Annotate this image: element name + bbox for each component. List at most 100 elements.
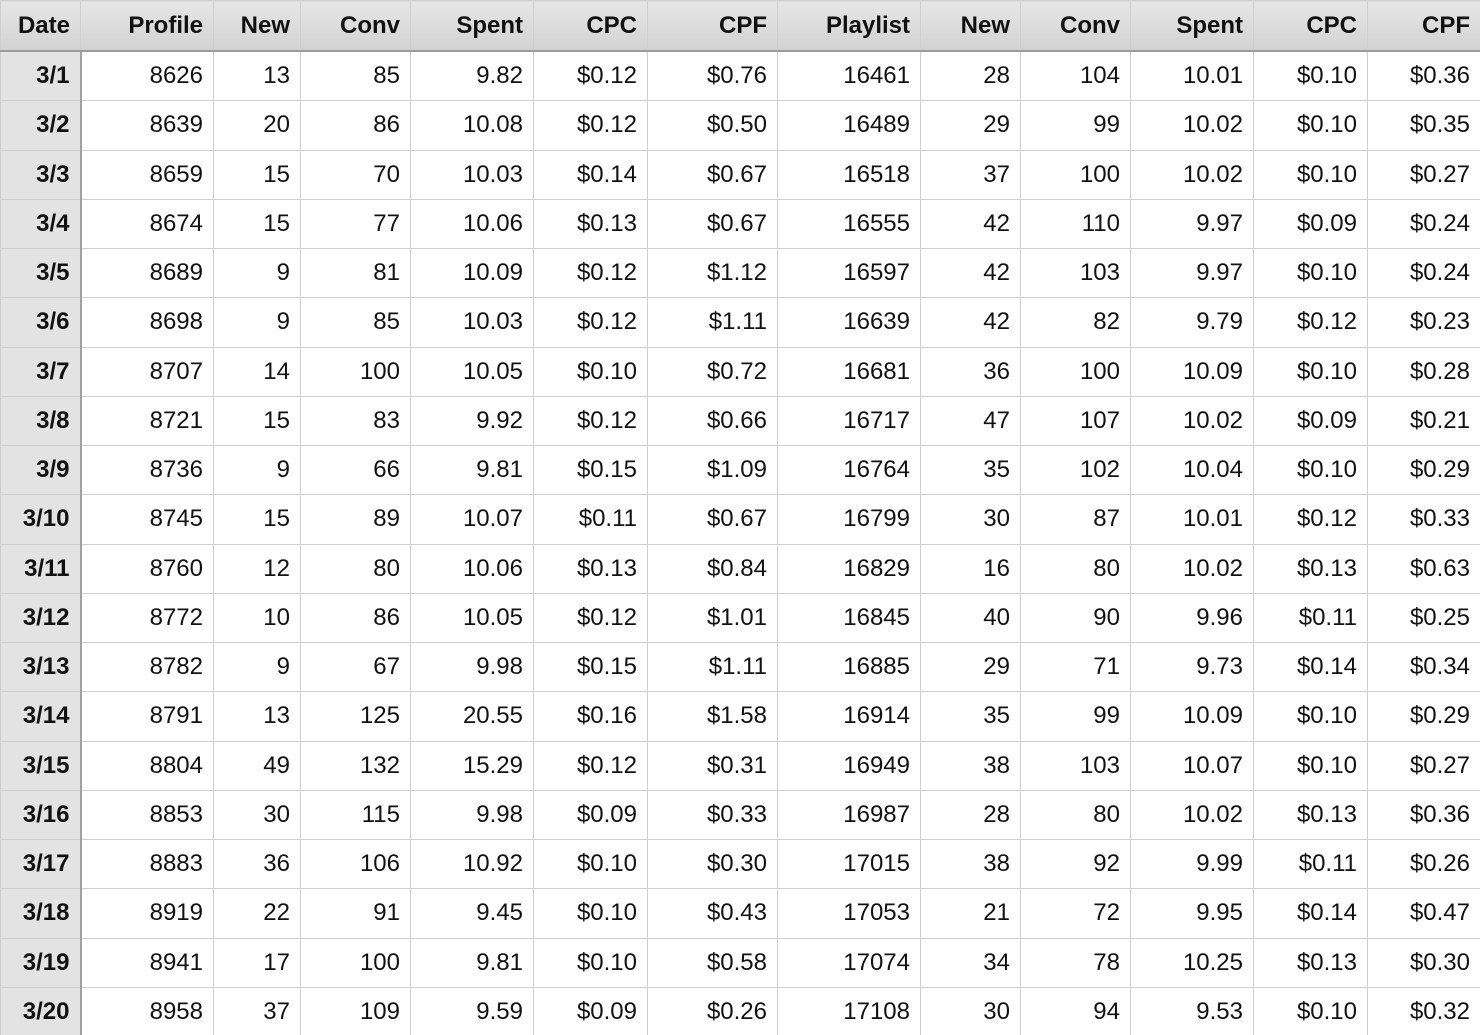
cell: 15: [213, 149, 301, 200]
cell: 28: [920, 789, 1021, 841]
cell: 8707: [80, 346, 214, 397]
date-cell: 3/10: [0, 494, 82, 545]
cell: 9.82: [410, 50, 534, 102]
cell: 16555: [777, 198, 921, 250]
cell: 71: [1020, 641, 1131, 693]
cell: $0.32: [1367, 986, 1480, 1035]
cell: 80: [1020, 789, 1131, 841]
cell: $1.09: [647, 444, 778, 496]
date-cell: 3/9: [0, 444, 82, 496]
cell: $0.66: [647, 395, 778, 447]
cell: $0.11: [1253, 592, 1368, 644]
cell: 78: [1020, 937, 1131, 988]
cell: 8883: [80, 838, 214, 890]
cell: 9.98: [410, 789, 534, 841]
cell: 9.81: [410, 937, 534, 988]
cell: 10.09: [410, 247, 534, 299]
cell: 16461: [777, 50, 921, 102]
cell: $0.15: [533, 444, 648, 496]
table-row: 3/6 8698 9 85 10.03 $0.12 $1.11 16639 42 82 9.79 $0…: [0, 297, 1480, 348]
cell: 38: [920, 740, 1021, 791]
table-row: 3/16 8853 30 115 9.98 $0.09 $0.33 16987 28 80 10.0…: [0, 789, 1480, 841]
cell: 91: [300, 888, 411, 939]
cell: 16799: [777, 494, 921, 545]
cell: 42: [920, 247, 1021, 299]
cell: $1.12: [647, 247, 778, 299]
cell: $0.13: [1253, 789, 1368, 841]
cell: 80: [1020, 543, 1131, 594]
cell: $0.11: [1253, 838, 1368, 890]
table-row: 3/20 8958 37 109 9.59 $0.09 $0.26 17108 30 94 9.53…: [0, 986, 1480, 1035]
cell: 87: [1020, 494, 1131, 545]
cell: 9: [213, 247, 301, 299]
cell: 12: [213, 543, 301, 594]
cell: $0.31: [647, 740, 778, 791]
cell: $0.11: [533, 494, 648, 545]
cell: 9.98: [410, 641, 534, 693]
date-cell: 3/20: [0, 986, 82, 1035]
cell: 92: [1020, 838, 1131, 890]
cell: 8736: [80, 444, 214, 496]
cell: 10.01: [1130, 494, 1254, 545]
cell: $0.14: [533, 149, 648, 200]
table-row: 3/4 8674 15 77 10.06 $0.13 $0.67 16555 42 110 9.97…: [0, 198, 1480, 250]
cell: 42: [920, 198, 1021, 250]
table-row: 3/14 8791 13 125 20.55 $0.16 $1.58 16914 35 99 10.…: [0, 691, 1480, 742]
cell: 17: [213, 937, 301, 988]
cell: 8698: [80, 297, 214, 348]
cell: $0.76: [647, 50, 778, 102]
cell: $0.10: [1253, 691, 1368, 742]
cell: $0.13: [533, 198, 648, 250]
cell: 28: [920, 50, 1021, 102]
cell: 9.95: [1130, 888, 1254, 939]
cell: 9.73: [1130, 641, 1254, 693]
cell: 102: [1020, 444, 1131, 496]
date-cell: 3/4: [0, 198, 82, 250]
cell: 36: [213, 838, 301, 890]
cell: 29: [920, 641, 1021, 693]
cell: 17015: [777, 838, 921, 890]
cell: 109: [300, 986, 411, 1035]
cell: 9.99: [1130, 838, 1254, 890]
cell: 8659: [80, 149, 214, 200]
cell: 106: [300, 838, 411, 890]
cell: $0.24: [1367, 198, 1480, 250]
table-row: 3/8 8721 15 83 9.92 $0.12 $0.66 16717 47 107 10.02…: [0, 395, 1480, 447]
cell: $0.12: [1253, 297, 1368, 348]
cell: 15: [213, 198, 301, 250]
cell: $0.10: [1253, 149, 1368, 200]
cell: $0.12: [533, 297, 648, 348]
table-row: 3/7 8707 14 100 10.05 $0.10 $0.72 16681 36 100 10.…: [0, 346, 1480, 397]
cell: 14: [213, 346, 301, 397]
column-header: New: [213, 0, 301, 52]
table-row: 3/9 8736 9 66 9.81 $0.15 $1.09 16764 35 102 10.04 $…: [0, 444, 1480, 496]
cell: 8626: [80, 50, 214, 102]
cell: 100: [300, 346, 411, 397]
table-row: 3/10 8745 15 89 10.07 $0.11 $0.67 16799 30 87 10.0…: [0, 494, 1480, 545]
cell: 85: [300, 50, 411, 102]
cell: 16639: [777, 297, 921, 348]
cell: $0.26: [1367, 838, 1480, 890]
cell: 16: [920, 543, 1021, 594]
cell: 36: [920, 346, 1021, 397]
cell: 9.97: [1130, 198, 1254, 250]
cell: $0.09: [533, 789, 648, 841]
cell: 107: [1020, 395, 1131, 447]
cell: 8958: [80, 986, 214, 1035]
cell: $0.12: [1253, 494, 1368, 545]
cell: $0.09: [1253, 198, 1368, 250]
date-cell: 3/8: [0, 395, 82, 447]
cell: 10.05: [410, 346, 534, 397]
cell: 10.08: [410, 100, 534, 151]
cell: 29: [920, 100, 1021, 151]
cell: $0.30: [1367, 937, 1480, 988]
cell: 100: [300, 937, 411, 988]
cell: 10.03: [410, 149, 534, 200]
cell: 82: [1020, 297, 1131, 348]
cell: 8941: [80, 937, 214, 988]
cell: 70: [300, 149, 411, 200]
cell: 10.02: [1130, 100, 1254, 151]
date-cell: 3/17: [0, 838, 82, 890]
cell: 8689: [80, 247, 214, 299]
cell: 30: [920, 494, 1021, 545]
